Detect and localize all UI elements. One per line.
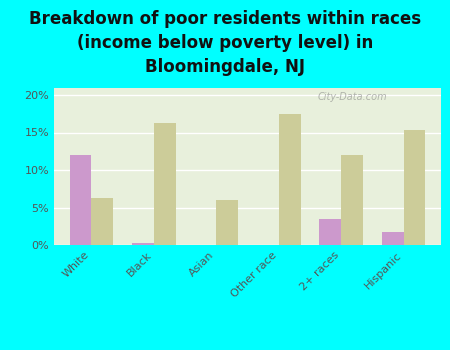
Legend: Bloomingdale, New Jersey: Bloomingdale, New Jersey [134, 349, 361, 350]
Bar [132, 243, 154, 245]
Bar [216, 200, 238, 245]
Bar [279, 114, 301, 245]
Bar [91, 198, 113, 245]
Bar [382, 231, 404, 245]
Bar [154, 123, 176, 245]
Text: City-Data.com: City-Data.com [317, 92, 387, 102]
Bar [70, 155, 91, 245]
Bar [404, 130, 425, 245]
Text: Breakdown of poor residents within races
(income below poverty level) in
Bloomin: Breakdown of poor residents within races… [29, 10, 421, 76]
Bar [341, 155, 363, 245]
Bar [320, 219, 341, 245]
